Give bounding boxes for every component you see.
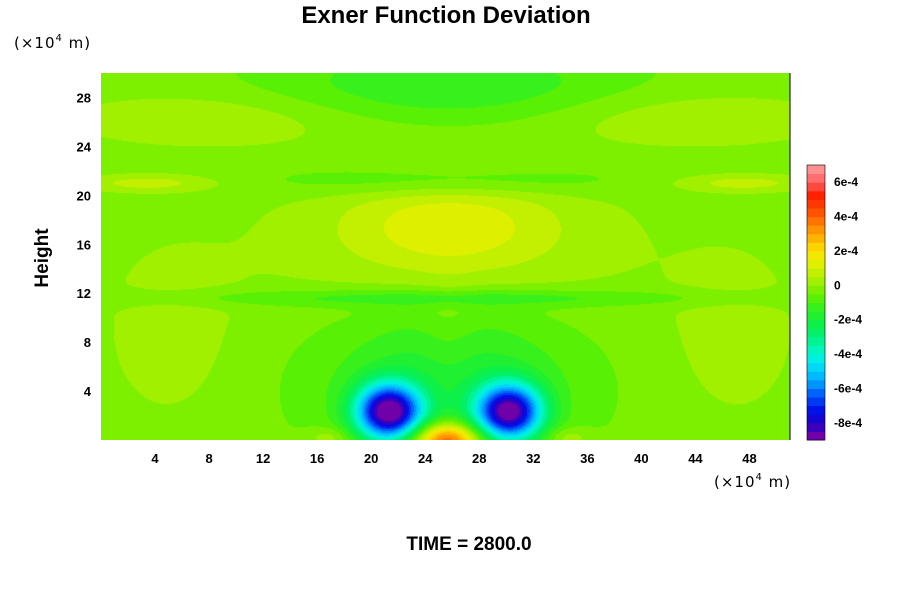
colorbar-swatch: [807, 190, 825, 200]
colorbar-swatch: [807, 225, 825, 235]
colorbar-swatch: [807, 345, 825, 355]
y-tick-label: 12: [77, 286, 91, 301]
colorbar-swatch: [807, 165, 825, 175]
chart-title: Exner Function Deviation: [301, 2, 590, 29]
colorbar-swatch: [807, 293, 825, 303]
x-tick-label: 4: [151, 451, 159, 466]
colorbar-swatch: [807, 259, 825, 269]
colorbar-swatch: [807, 319, 825, 329]
y-tick-label: 20: [77, 188, 91, 203]
y-tick-labels: 4 8 12 16 20 24 28: [77, 90, 92, 399]
x-tick-label: 48: [742, 451, 756, 466]
colorbar-swatch: [807, 414, 825, 424]
colorbar-swatch: [807, 431, 825, 441]
colorbar-swatch: [807, 397, 825, 407]
y-tick-label: 8: [84, 335, 91, 350]
y-tick-label: 16: [77, 237, 91, 252]
colorbar-swatch: [807, 405, 825, 415]
colorbar-swatch: [807, 328, 825, 338]
x-tick-label: 20: [364, 451, 378, 466]
x-tick-label: 36: [580, 451, 594, 466]
colorbar-swatch: [807, 379, 825, 389]
x-tick-label: 16: [310, 451, 324, 466]
colorbar-frame: [806, 164, 826, 441]
x-unit-label: (×104 m): [714, 472, 791, 491]
y-tick-label: 4: [84, 384, 92, 399]
heatmap-canvas: [101, 73, 790, 440]
colorbar-swatch: [807, 388, 825, 398]
y-tick-label: 28: [77, 90, 91, 105]
x-tick-label: 28: [472, 451, 486, 466]
colorbar-swatch: [807, 354, 825, 364]
colorbar-swatch: [807, 250, 825, 261]
colorbar-swatch: [807, 216, 825, 226]
colorbar-swatch: [807, 285, 825, 295]
colorbar-tick-label: -2e-4: [834, 313, 862, 327]
x-tick-label: 24: [418, 451, 433, 466]
colorbar-tick-label: -6e-4: [834, 381, 862, 395]
colorbar-tick-label: -8e-4: [834, 416, 862, 430]
colorbar-swatch: [807, 311, 825, 321]
colorbar-swatch: [807, 199, 825, 209]
colorbar-tick-label: 6e-4: [834, 175, 858, 189]
colorbar-swatch: [807, 207, 825, 218]
time-label: TIME = 2800.0: [406, 534, 531, 555]
colorbar-swatch: [807, 302, 825, 312]
x-tick-label: 44: [688, 451, 703, 466]
colorbar-tick-label: -4e-4: [834, 347, 862, 361]
colorbar-swatch: [807, 362, 825, 372]
colorbar-swatch: [807, 173, 825, 183]
plot-area: [101, 73, 791, 440]
x-tick-label: 12: [256, 451, 270, 466]
y-tick-label: 24: [77, 139, 92, 154]
y-unit-label: (×104 m): [14, 33, 91, 52]
colorbar-swatch: [807, 422, 825, 432]
colorbar-swatch: [807, 242, 825, 252]
colorbar-swatch: [807, 276, 825, 286]
colorbar: 6e-4 4e-4 2e-4 0 -2e-4 -4e-4 -6e-4 -8e-4: [806, 164, 862, 441]
x-tick-label: 8: [205, 451, 212, 466]
colorbar-swatch: [807, 268, 825, 278]
y-axis-label: Height: [32, 228, 53, 288]
colorbar-tick-label: 2e-4: [834, 244, 858, 258]
x-tick-label: 40: [634, 451, 648, 466]
colorbar-swatch: [807, 336, 825, 346]
colorbar-swatch: [807, 182, 825, 192]
colorbar-tick-label: 4e-4: [834, 210, 858, 224]
x-tick-label: 32: [526, 451, 540, 466]
x-tick-labels: 4 8 12 16 20 24 28 32 36 40 44 48: [151, 451, 756, 466]
colorbar-swatch: [807, 371, 825, 381]
colorbar-swatch: [807, 233, 825, 243]
colorbar-tick-label: 0: [834, 278, 841, 292]
